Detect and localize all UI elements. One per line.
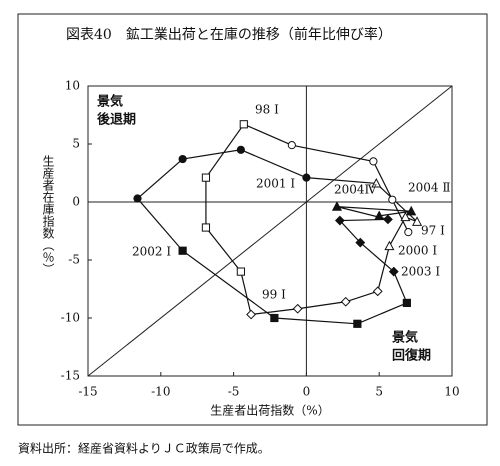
annotation: 97 Ⅰ	[421, 224, 445, 238]
marker	[353, 319, 362, 328]
marker	[384, 240, 395, 251]
x-tick-label: 5	[375, 385, 383, 399]
x-tick-label: 0	[303, 385, 311, 399]
marker	[236, 145, 245, 154]
quadrant-label: 後退期	[97, 112, 136, 128]
marker	[302, 173, 311, 182]
marker	[178, 246, 187, 255]
marker	[239, 120, 248, 129]
annotation: 98 Ⅰ	[255, 103, 279, 117]
x-tick-label: -5	[228, 385, 240, 399]
marker	[355, 237, 366, 248]
annotation: 2004 Ⅱ	[408, 181, 451, 195]
y-tick-label: 5	[72, 137, 80, 151]
y-tick-label: -15	[61, 369, 80, 383]
x-tick-label: 10	[444, 385, 459, 399]
quadrant-label: 回復期	[392, 348, 431, 364]
marker	[292, 303, 303, 314]
y-tick-label: -10	[61, 311, 80, 325]
annotation: 2001 Ⅰ	[256, 177, 295, 191]
marker	[287, 141, 296, 150]
frame	[17, 13, 488, 426]
plot-border	[87, 85, 453, 377]
marker	[201, 223, 211, 232]
marker	[400, 211, 411, 222]
marker	[331, 201, 343, 211]
marker	[404, 228, 413, 237]
marker	[388, 266, 399, 277]
marker	[246, 309, 256, 320]
marker	[374, 210, 385, 221]
quadrant-label: 景気	[97, 94, 123, 110]
y-tick-label: 0	[72, 195, 80, 209]
chart-title: 図表40 鉱工業出荷と在庫の推移（前年比伸び率）	[66, 26, 392, 43]
marker	[236, 267, 245, 276]
diagonal-line	[87, 85, 453, 377]
x-axis-label: 生産者出荷指数（%）	[210, 403, 329, 418]
marker	[371, 177, 382, 188]
marker	[334, 215, 345, 226]
y-tick-label: -5	[68, 253, 80, 267]
marker	[388, 195, 397, 204]
marker	[372, 286, 383, 297]
marker	[133, 194, 142, 203]
annotation: 2002 Ⅰ	[132, 245, 171, 259]
marker	[369, 157, 378, 166]
source-note: 資料出所：経産省資料よりＪＣ政策局で作成。	[18, 441, 270, 456]
quadrant-label: 景気	[392, 330, 418, 346]
x-tick-label: -10	[151, 385, 170, 399]
y-axis-label: 生産者在庫指数（％）	[41, 155, 55, 275]
marker	[402, 298, 411, 308]
marker	[412, 216, 423, 226]
x-tick-label: -15	[78, 385, 97, 399]
marker	[201, 173, 211, 182]
annotation: 99 Ⅰ	[262, 288, 286, 302]
marker	[178, 154, 187, 164]
marker	[270, 313, 279, 323]
marker	[406, 205, 417, 216]
annotation: 2003 Ⅰ	[401, 265, 440, 279]
marker	[383, 214, 393, 225]
marker	[340, 296, 351, 307]
annotation: 2004Ⅳ	[334, 183, 378, 197]
annotation: 2000 Ⅰ	[398, 244, 437, 258]
y-tick-label: 10	[65, 79, 80, 93]
